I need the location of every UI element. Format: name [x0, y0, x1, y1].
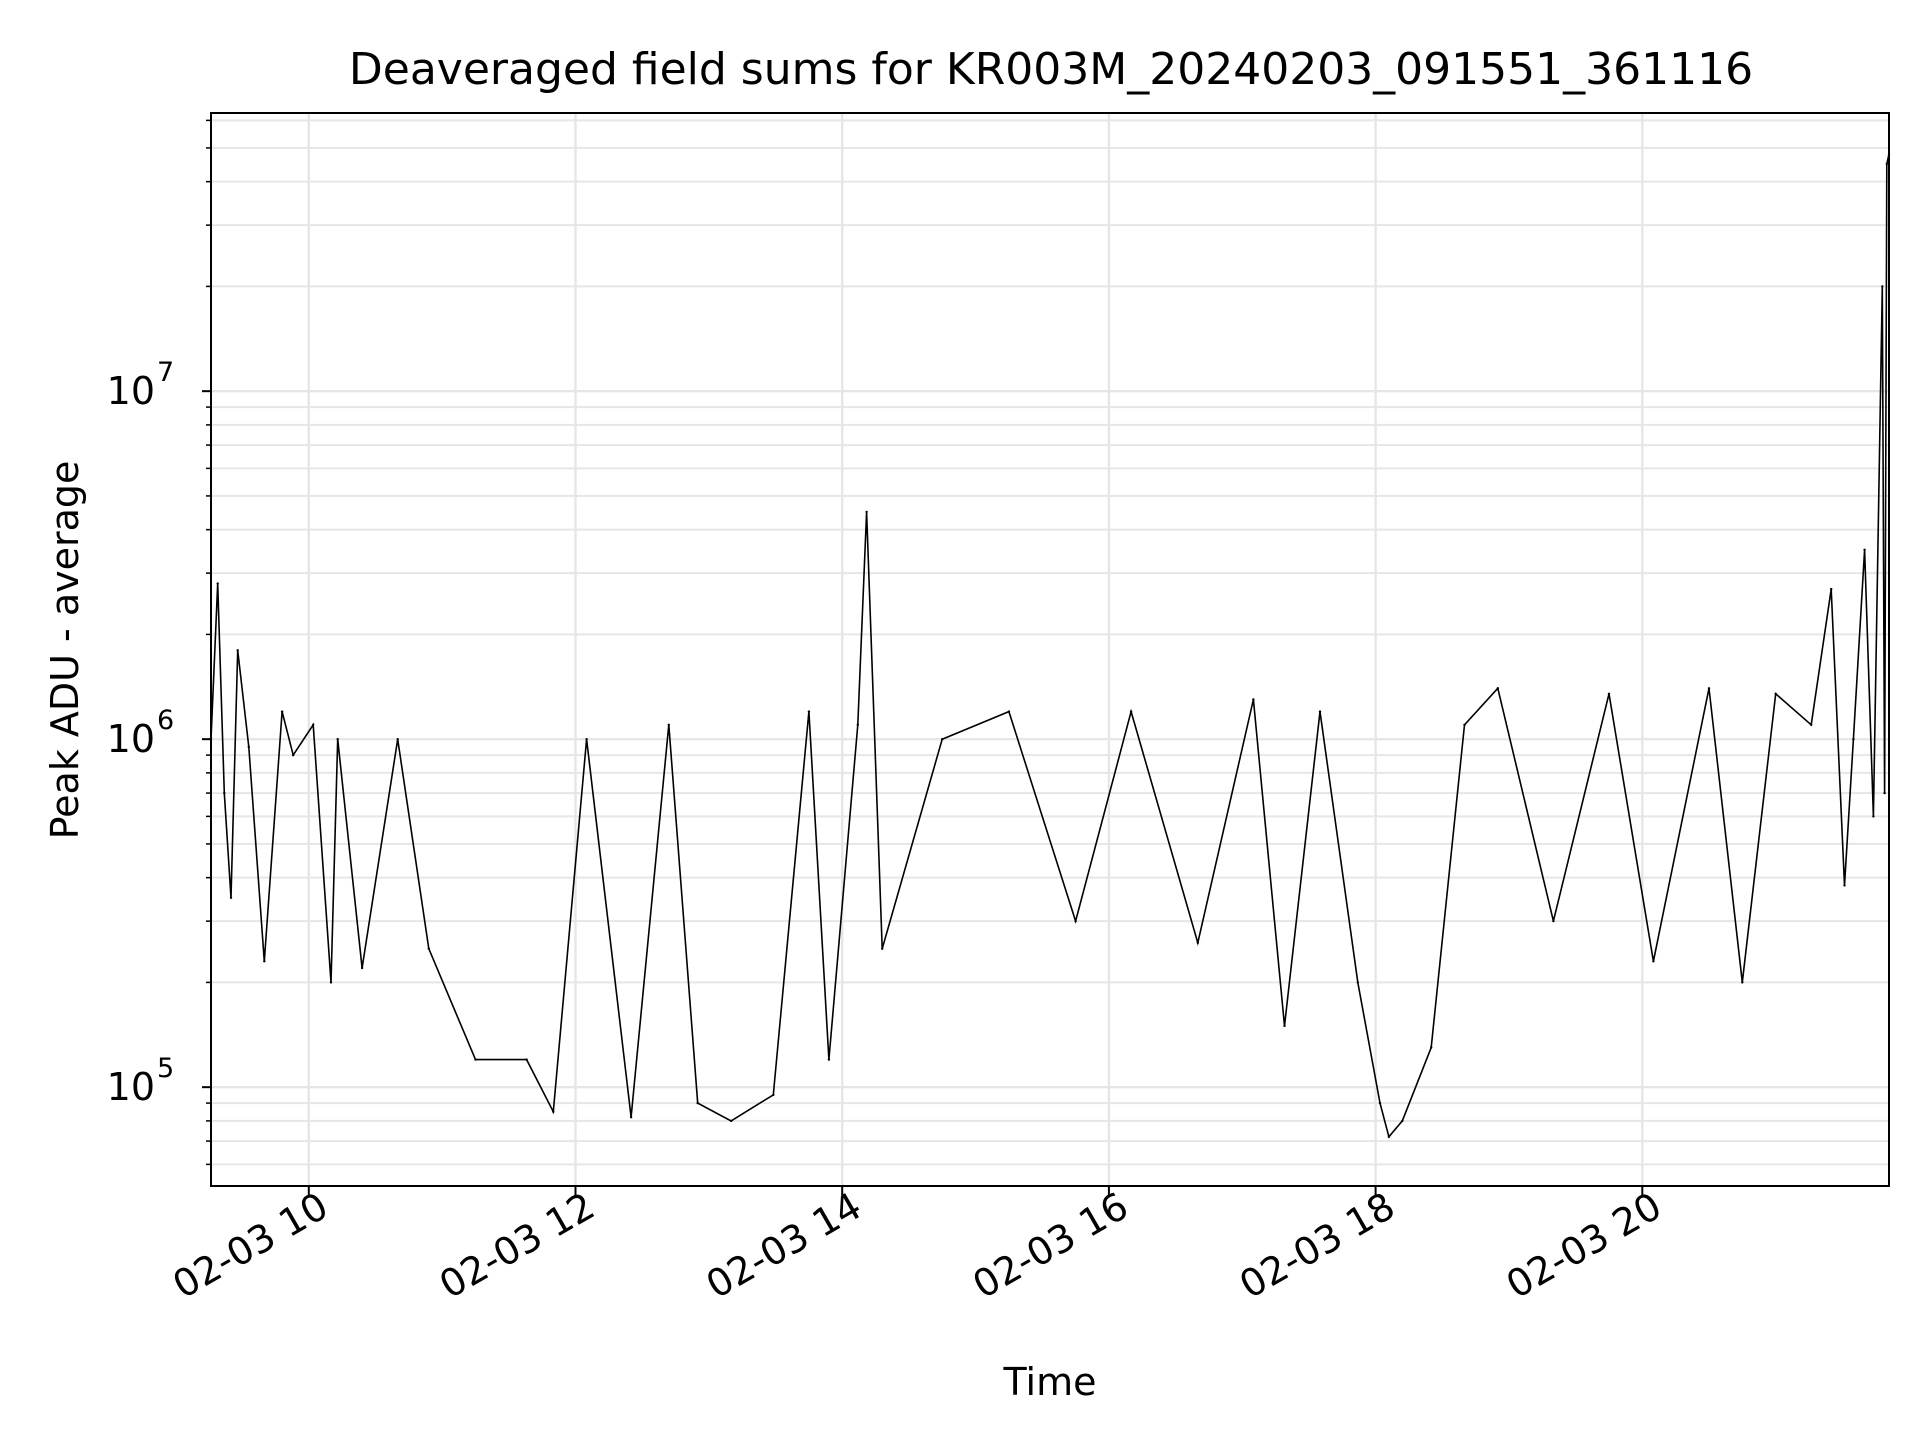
data-point — [427, 947, 430, 950]
plot-frame — [210, 112, 1890, 1187]
data-point — [1196, 941, 1200, 944]
y-tick-exponent: 6 — [157, 705, 174, 736]
data-point — [292, 753, 295, 757]
data-point — [629, 1116, 633, 1119]
data-point — [474, 1058, 477, 1061]
data-point — [772, 1093, 775, 1097]
data-point — [336, 738, 339, 741]
data-point — [1552, 919, 1555, 923]
data-point — [216, 582, 219, 585]
data-point — [1356, 981, 1360, 984]
data-point — [1252, 698, 1255, 701]
data-point — [1774, 692, 1777, 695]
data-point — [1741, 981, 1744, 984]
data-point — [247, 745, 250, 749]
data-point — [729, 1119, 733, 1123]
data-point — [1707, 687, 1711, 690]
y-tick-label: 10 — [107, 717, 155, 761]
x-axis-label: Time — [1003, 1360, 1097, 1404]
data-point — [1872, 815, 1875, 818]
grid — [211, 113, 1889, 1186]
data-point — [1401, 1119, 1404, 1123]
y-tick-exponent: 5 — [157, 1053, 174, 1084]
data-point — [807, 710, 811, 713]
data-point — [1863, 548, 1866, 551]
chart-title: Deaveraged field sums for KR003M_2024020… — [349, 44, 1753, 95]
data-point — [280, 710, 284, 713]
data-point — [312, 723, 315, 726]
data-point — [1830, 587, 1833, 591]
data-point — [1607, 692, 1611, 695]
data-point — [1463, 723, 1466, 726]
data-point — [236, 649, 239, 652]
data-point — [263, 960, 266, 963]
data-point — [585, 738, 588, 741]
data-point — [229, 896, 233, 899]
data-point — [1283, 1024, 1286, 1028]
y-tick-exponent: 7 — [157, 357, 174, 388]
series-line — [210, 153, 1890, 1139]
data-point — [1074, 919, 1077, 923]
data-point — [1883, 791, 1886, 795]
y-axis-label: Peak ADU - average — [43, 461, 87, 840]
data-point — [1378, 1101, 1382, 1105]
data-point — [1652, 960, 1655, 963]
data-point — [1852, 738, 1855, 741]
data-point — [1387, 1135, 1391, 1139]
y-tick-label: 10 — [107, 369, 155, 413]
data-point — [1810, 723, 1813, 726]
data-point — [1843, 884, 1846, 887]
data-point — [360, 966, 364, 970]
data-point — [941, 738, 944, 741]
data-point — [396, 738, 399, 741]
data-point — [1881, 285, 1884, 288]
data-point — [1129, 710, 1133, 713]
data-point — [856, 723, 859, 726]
data-point — [865, 510, 868, 514]
data-point — [1885, 162, 1889, 166]
data-point — [1007, 710, 1011, 713]
data-point — [1496, 687, 1500, 690]
data-point — [552, 1110, 555, 1113]
data-point — [881, 947, 884, 950]
data-point — [696, 1101, 699, 1105]
y-tick-label: 10 — [107, 1065, 155, 1109]
data-point — [827, 1058, 831, 1061]
data-point — [1318, 710, 1322, 713]
data-point — [329, 981, 333, 984]
data-point — [525, 1058, 528, 1061]
data-point — [223, 791, 226, 795]
data-point — [1430, 1046, 1433, 1049]
data-point — [667, 723, 670, 726]
